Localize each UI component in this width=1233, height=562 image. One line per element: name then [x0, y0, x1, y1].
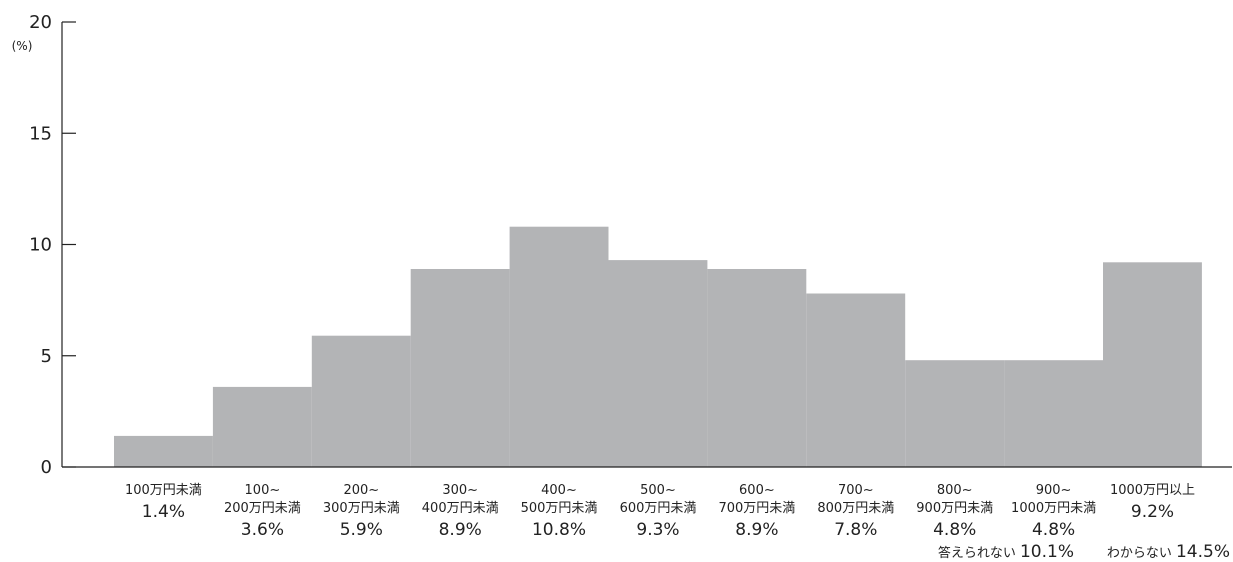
y-tick-label: 0	[41, 457, 52, 478]
category-label: 700万円未満	[718, 501, 795, 516]
category-label: 400万円未満	[422, 501, 499, 516]
category-label: 300~	[442, 483, 478, 498]
bar	[311, 335, 411, 467]
bar	[114, 435, 213, 467]
y-tick-label: 20	[29, 12, 52, 33]
bar	[707, 269, 807, 467]
value-labels: 1.4% 3.6% 5.9% 8.9% 10.8% 9.3% 8.9% 7.8% 4.8% 4.8…	[142, 502, 1174, 540]
bar	[1103, 262, 1202, 467]
note-label: 答えられない	[938, 545, 1020, 561]
category-label: 500万円未満	[521, 501, 598, 516]
value-label: 4.8%	[933, 520, 976, 540]
category-label: 100万円未満	[125, 483, 202, 498]
value-label: 9.2%	[1131, 502, 1174, 522]
bar	[212, 386, 312, 467]
y-unit-label: (%)	[12, 39, 33, 53]
value-label: 8.9%	[735, 520, 778, 540]
category-label: 800~	[937, 483, 973, 498]
category-label: 500~	[640, 483, 676, 498]
category-label: 600万円未満	[620, 501, 697, 516]
category-label: 900~	[1036, 483, 1072, 498]
category-labels: 100万円未満 100~ 200万円未満 200~ 300万円未満 300~ 400万円未満…	[125, 483, 1195, 516]
category-label: 1000万円未満	[1011, 501, 1096, 516]
note-item: 答えられない 10.1%	[938, 542, 1074, 562]
category-label: 900万円未満	[916, 501, 993, 516]
y-tick-label: 10	[29, 235, 52, 256]
bar	[608, 260, 708, 467]
value-label: 3.6%	[241, 520, 284, 540]
bar	[410, 269, 510, 467]
value-label: 8.9%	[439, 520, 482, 540]
value-label: 5.9%	[340, 520, 383, 540]
note-value: 14.5%	[1176, 542, 1230, 562]
value-label: 9.3%	[636, 520, 679, 540]
value-label: 10.8%	[532, 520, 586, 540]
category-label: 200~	[343, 483, 379, 498]
category-label: 800万円未満	[817, 501, 894, 516]
category-label: 600~	[739, 483, 775, 498]
category-label: 700~	[838, 483, 874, 498]
category-label: 1000万円以上	[1110, 483, 1195, 498]
note-item: わからない 14.5%	[1107, 542, 1230, 562]
note-value: 10.1%	[1020, 542, 1074, 562]
category-label: 300万円未満	[323, 501, 400, 516]
y-tick-label: 5	[41, 346, 52, 367]
y-tick-label: 15	[29, 123, 52, 144]
bar	[509, 226, 609, 467]
bar	[806, 293, 906, 467]
category-label: 100~	[245, 483, 281, 498]
category-label: 200万円未満	[224, 501, 301, 516]
value-label: 4.8%	[1032, 520, 1075, 540]
note: 答えられない 10.1%	[938, 542, 1074, 562]
note-label: わからない	[1107, 546, 1176, 561]
note: わからない 14.5%	[1107, 542, 1230, 562]
y-axis: 0 5 10 15 20 (%)	[12, 12, 76, 478]
notes: 答えられない 10.1% わからない 14.5%	[938, 542, 1230, 562]
value-label: 7.8%	[834, 520, 877, 540]
category-label: 400~	[541, 483, 577, 498]
bars	[114, 226, 1202, 467]
bar	[1004, 360, 1103, 467]
value-label: 1.4%	[142, 502, 185, 522]
bar	[905, 360, 1005, 467]
